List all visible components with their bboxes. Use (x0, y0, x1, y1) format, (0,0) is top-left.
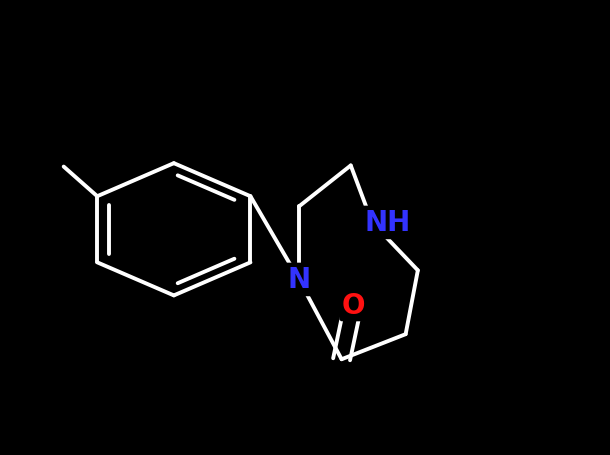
Text: N: N (287, 266, 310, 294)
Text: O: O (342, 291, 365, 319)
Text: NH: NH (364, 209, 411, 237)
